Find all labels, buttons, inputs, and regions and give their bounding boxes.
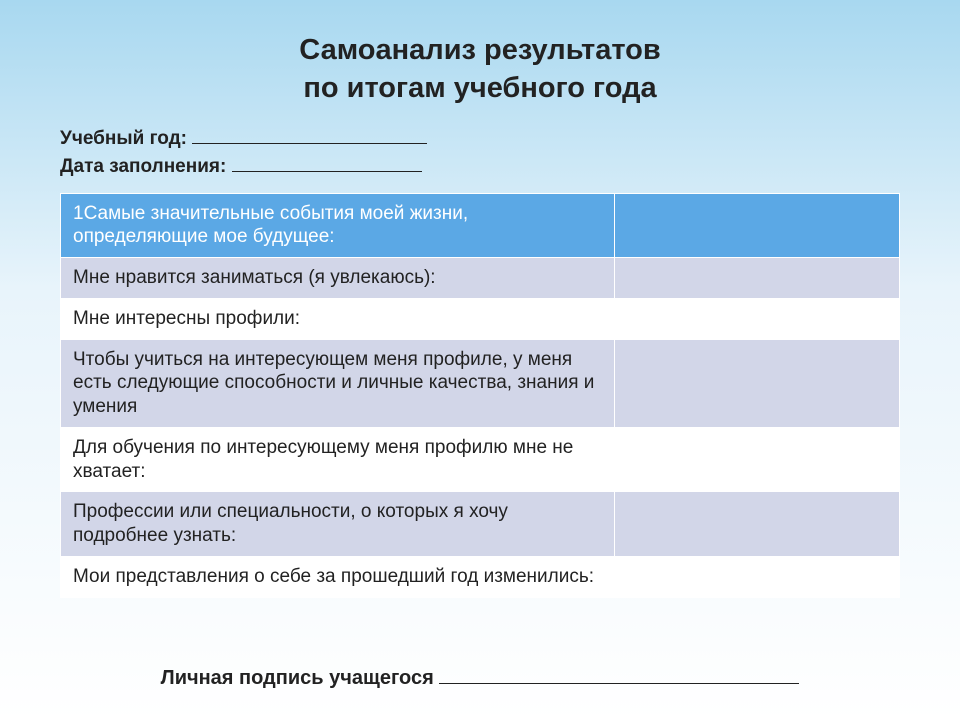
row-value [614, 427, 899, 492]
signature-line: Личная подпись учащегося [0, 664, 960, 690]
row-label: 1Самые значительные события моей жизни, … [61, 193, 615, 258]
table-row: Чтобы учиться на интересующем меня профи… [61, 339, 900, 427]
meta-block: Учебный год: Дата заполнения: [60, 125, 900, 180]
row-label: Для обучения по интересующему меня профи… [61, 427, 615, 492]
table-row: 1Самые значительные события моей жизни, … [61, 193, 900, 258]
row-label: Чтобы учиться на интересующем меня профи… [61, 339, 615, 427]
row-label: Мне нравится заниматься (я увлекаюсь): [61, 258, 615, 299]
table-row: Мои представления о себе за прошедший го… [61, 556, 900, 597]
table-body: 1Самые значительные события моей жизни, … [61, 193, 900, 597]
row-value [614, 556, 899, 597]
table-row: Профессии или специальности, о которых я… [61, 492, 900, 557]
meta-date-line: Дата заполнения: [60, 153, 900, 181]
table-row: Мне интересны профили: [61, 298, 900, 339]
slide-container: Самоанализ результатов по итогам учебног… [0, 0, 960, 720]
row-label: Мои представления о себе за прошедший го… [61, 556, 615, 597]
signature-label: Личная подпись учащегося [161, 667, 440, 689]
date-blank [232, 153, 422, 172]
table-row: Мне нравится заниматься (я увлекаюсь): [61, 258, 900, 299]
signature-blank [439, 664, 799, 684]
row-value [614, 298, 899, 339]
row-value [614, 193, 899, 258]
page-title: Самоанализ результатов по итогам учебног… [60, 32, 900, 107]
row-value [614, 339, 899, 427]
row-label: Мне интересны профили: [61, 298, 615, 339]
row-value [614, 492, 899, 557]
year-blank [192, 125, 427, 144]
table-row: Для обучения по интересующему меня профи… [61, 427, 900, 492]
meta-year-line: Учебный год: [60, 125, 900, 153]
self-analysis-table: 1Самые значительные события моей жизни, … [60, 193, 900, 598]
title-line-1: Самоанализ результатов [299, 34, 660, 66]
row-label: Профессии или специальности, о которых я… [61, 492, 615, 557]
row-value [614, 258, 899, 299]
meta-date-label: Дата заполнения: [60, 156, 232, 177]
title-line-2: по итогам учебного года [303, 72, 656, 104]
meta-year-label: Учебный год: [60, 128, 192, 149]
